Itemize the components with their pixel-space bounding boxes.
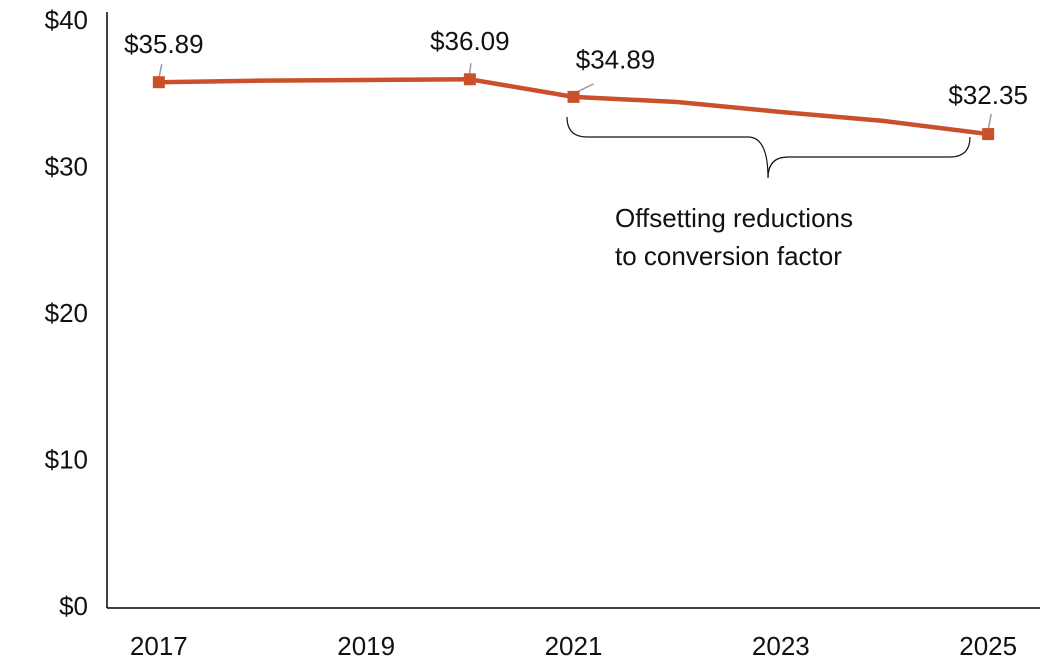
y-tick-label: $30 xyxy=(45,151,88,181)
point-marker xyxy=(567,90,580,103)
leader-line xyxy=(158,64,163,79)
point-marker xyxy=(982,128,995,141)
x-tick-label: 2021 xyxy=(545,631,603,661)
data-label: $32.35 xyxy=(948,80,1028,110)
data-label: $34.89 xyxy=(576,45,656,75)
y-tick-label: $40 xyxy=(45,5,88,35)
data-label: $36.09 xyxy=(430,26,510,56)
annotation-brace xyxy=(566,116,971,179)
x-tick-label: 2019 xyxy=(337,631,395,661)
series-line xyxy=(158,77,989,137)
y-tick-label: $20 xyxy=(45,298,88,328)
point-marker xyxy=(463,73,476,86)
annotation-text: Offsetting reductions xyxy=(615,203,853,233)
point-marker xyxy=(152,76,165,89)
x-tick-label: 2025 xyxy=(959,631,1017,661)
x-tick-label: 2017 xyxy=(130,631,188,661)
annotation-text: to conversion factor xyxy=(615,241,842,271)
leader-line xyxy=(987,113,992,131)
data-label: $35.89 xyxy=(124,29,204,59)
y-tick-label: $0 xyxy=(59,591,88,621)
x-tick-label: 2023 xyxy=(752,631,810,661)
y-tick-label: $10 xyxy=(45,444,88,474)
